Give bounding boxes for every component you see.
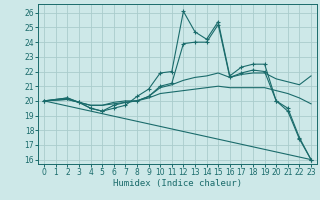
X-axis label: Humidex (Indice chaleur): Humidex (Indice chaleur)	[113, 179, 242, 188]
